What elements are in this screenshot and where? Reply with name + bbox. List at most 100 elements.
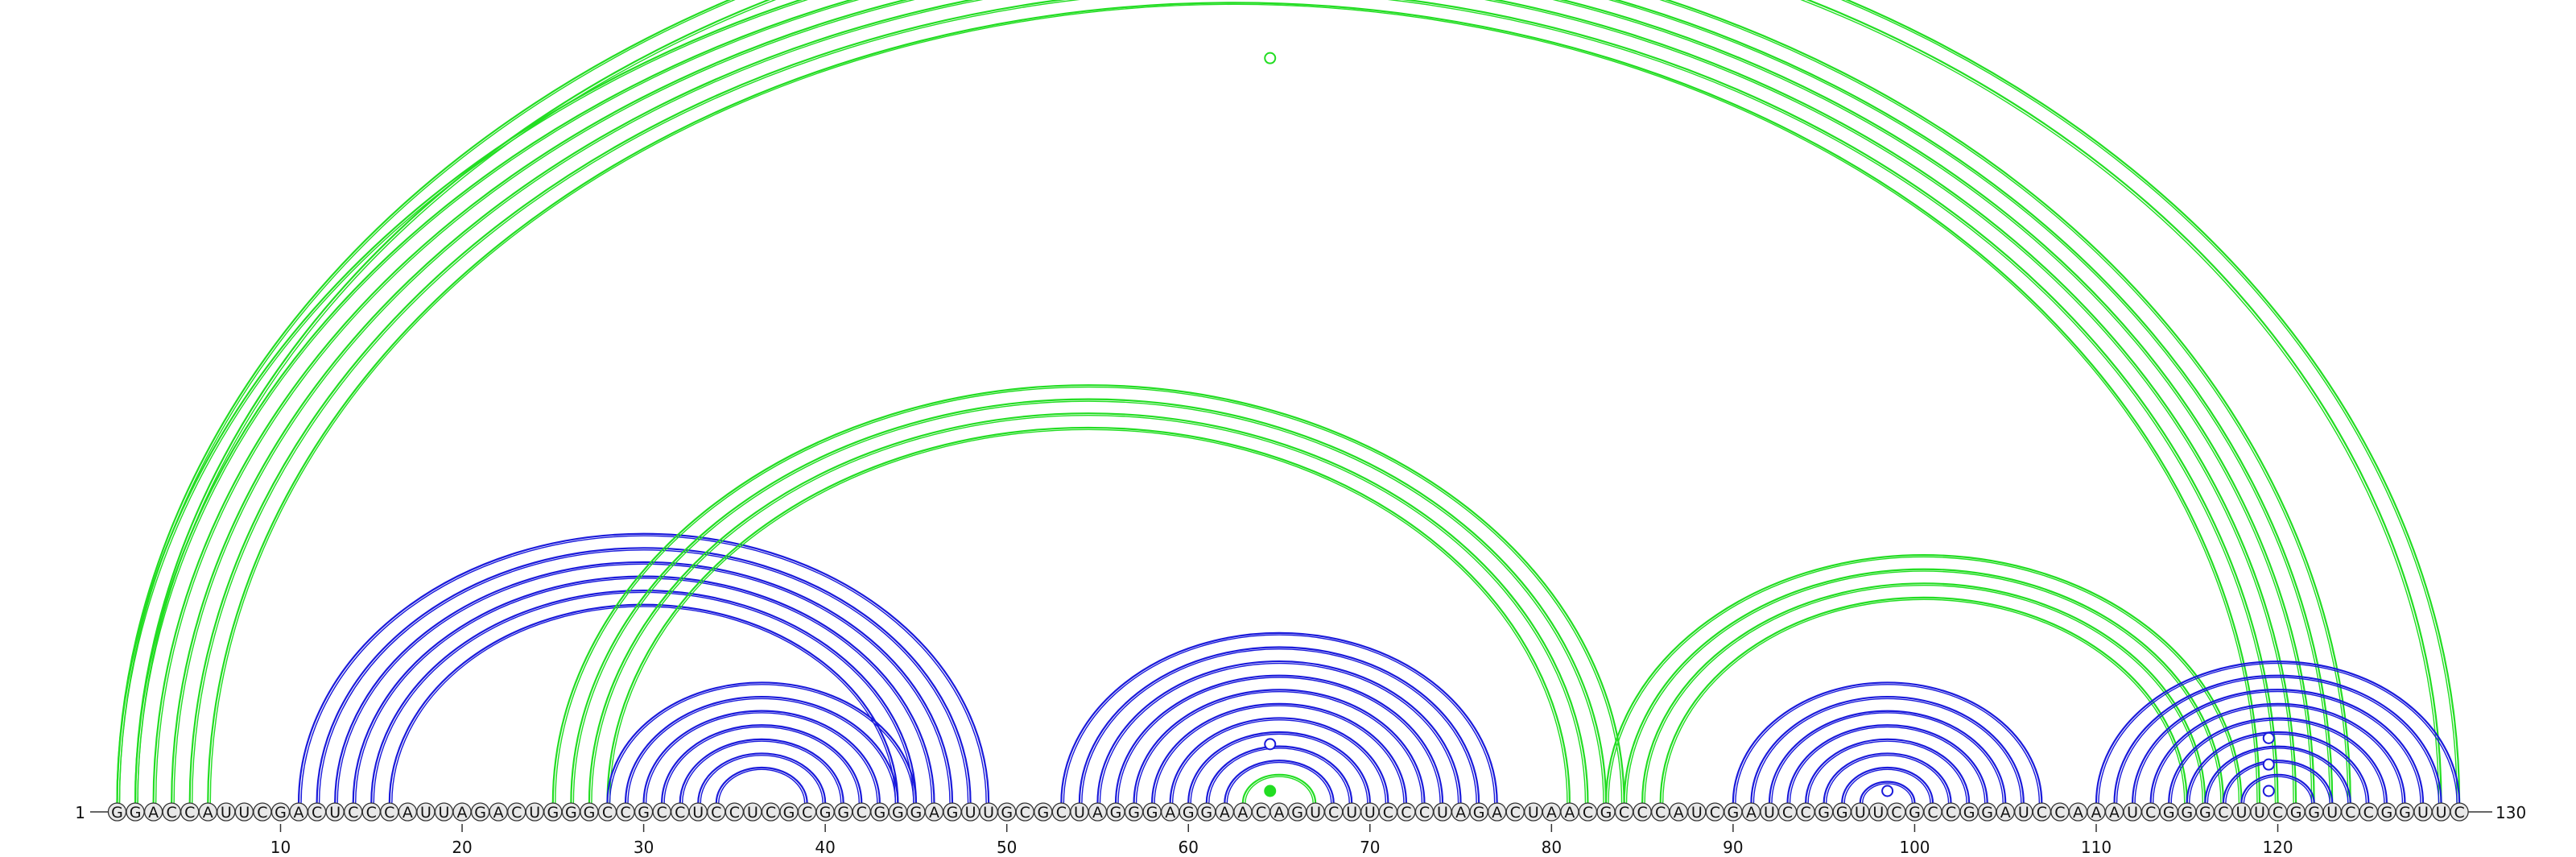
base-pair-arc <box>1224 760 1335 804</box>
nucleotide: C <box>1614 802 1634 822</box>
nucleotide-letter: G <box>1200 804 1212 822</box>
nucleotide-letter: C <box>1927 804 1938 822</box>
nucleotide: U <box>525 802 544 822</box>
nucleotide: A <box>452 802 472 822</box>
nucleotide: A <box>489 802 508 822</box>
nucleotide-letter: A <box>1237 804 1248 822</box>
base-pair-arc <box>606 681 918 804</box>
nucleotide-letter: A <box>1492 804 1502 822</box>
base-pair-arc-inner <box>336 563 951 804</box>
base-pair-arc-inner <box>609 684 914 804</box>
nucleotide-letter: C <box>711 804 721 822</box>
base-pair-arc <box>1768 710 2007 804</box>
nucleotide: C <box>1651 802 1670 822</box>
loop-marker <box>2262 731 2275 744</box>
nucleotide: G <box>2195 802 2215 822</box>
nucleotide-letter: C <box>1383 804 1393 822</box>
nucleotide: G <box>1959 802 1979 822</box>
nucleotide: A <box>1215 802 1235 822</box>
nucleotide-letter: U <box>983 804 994 822</box>
base-pair-arc <box>2149 702 2406 804</box>
nucleotide: C <box>2268 802 2288 822</box>
nucleotide-letter: C <box>1655 804 1666 822</box>
base-pair-arc <box>134 0 2442 804</box>
nucleotide: U <box>1851 802 1870 822</box>
nucleotide-letter: G <box>819 804 832 822</box>
nucleotide: G <box>1832 802 1852 822</box>
nucleotide-letter: C <box>857 804 867 822</box>
nucleotide: C <box>307 802 327 822</box>
nucleotide: C <box>2032 802 2051 822</box>
nucleotide: C <box>1251 802 1271 822</box>
nucleotide-letter: G <box>1110 804 1122 822</box>
nucleotide: G <box>1287 802 1307 822</box>
base-pair-arc <box>1604 554 2243 804</box>
nucleotide: C <box>507 802 526 822</box>
nucleotide: A <box>1451 802 1471 822</box>
base-pair-arc-inner <box>663 726 860 804</box>
base-pair-arc-inner <box>1735 684 2041 804</box>
nucleotide-letter: U <box>1855 804 1866 822</box>
tick-label: 10 <box>270 838 291 857</box>
nucleotide-letter: U <box>2417 804 2429 822</box>
nucleotide: G <box>834 802 853 822</box>
base-pair-arc <box>388 604 899 804</box>
nucleotide-letter: C <box>1583 804 1593 822</box>
nucleotide-letter: C <box>1256 804 1266 822</box>
base-pair-arc-inner <box>572 400 1604 804</box>
nucleotide-letter: U <box>692 804 704 822</box>
base-pair-arc-inner <box>2225 761 2330 804</box>
nucleotide: C <box>797 802 817 822</box>
nucleotide: U <box>2123 802 2142 822</box>
base-pair-arc-inner <box>1608 556 2240 804</box>
base-pair-arc-inner <box>318 550 969 804</box>
nucleotide-letter: C <box>2454 804 2464 822</box>
base-pair-arc <box>2168 717 2388 804</box>
nucleotide: G <box>1034 802 1053 822</box>
nucleotide-letter: U <box>2127 804 2138 822</box>
base-pair-arc <box>118 0 2460 803</box>
nucleotide-letter: A <box>1546 804 1557 822</box>
base-pair-arc <box>553 385 1624 803</box>
nucleotide-letter: A <box>1092 804 1103 822</box>
nucleotide-letter: C <box>1510 804 1521 822</box>
nucleotide: C <box>2214 802 2233 822</box>
nucleotide: G <box>2178 802 2197 822</box>
nucleotide-letter: G <box>1600 804 1612 822</box>
nucleotide: G <box>2286 802 2306 822</box>
nucleotide: U <box>688 802 708 822</box>
nucleotide: U <box>434 802 454 822</box>
nucleotide-letter: U <box>1872 804 1884 822</box>
nucleotide-letter: U <box>747 804 758 822</box>
base-pair-arc-inner <box>1825 755 1950 804</box>
tick-label: 100 <box>1899 838 1930 857</box>
tick-label: 70 <box>1360 838 1380 857</box>
nucleotide-letter: C <box>1419 804 1430 822</box>
base-pair-arc <box>1169 717 1389 804</box>
nucleotide: C <box>671 802 690 822</box>
base-pair-arc-inner <box>1771 712 2004 804</box>
nucleotide: G <box>1124 802 1144 822</box>
base-pair-arc-inner <box>355 578 933 804</box>
nucleotide-letter: U <box>965 804 976 822</box>
nucleotide-letter: U <box>2254 804 2265 822</box>
nucleotide-letter: A <box>294 804 304 822</box>
nucleotide: C <box>2141 802 2161 822</box>
base-pair-arc-inner <box>1099 662 1459 804</box>
base-pair-arc <box>661 724 863 804</box>
nucleotide-letter: A <box>929 804 939 822</box>
nucleotide: A <box>1669 802 1688 822</box>
nucleotide-letter: G <box>275 804 287 822</box>
nucleotide: A <box>289 802 308 822</box>
nucleotide: U <box>1687 802 1707 822</box>
nucleotide: C <box>1015 802 1034 822</box>
nucleotide-letter: G <box>873 804 886 822</box>
base-pair-arc <box>1859 780 1916 804</box>
base-pair-arc <box>1786 724 1988 804</box>
base-pair-arc-inner <box>1625 570 2222 804</box>
nucleotide: G <box>2377 802 2396 822</box>
tick-label: 20 <box>452 838 472 857</box>
nucleotide-letter: A <box>2000 804 2011 822</box>
nucleotide: U <box>1760 802 1779 822</box>
base-pair-arc <box>370 590 918 804</box>
